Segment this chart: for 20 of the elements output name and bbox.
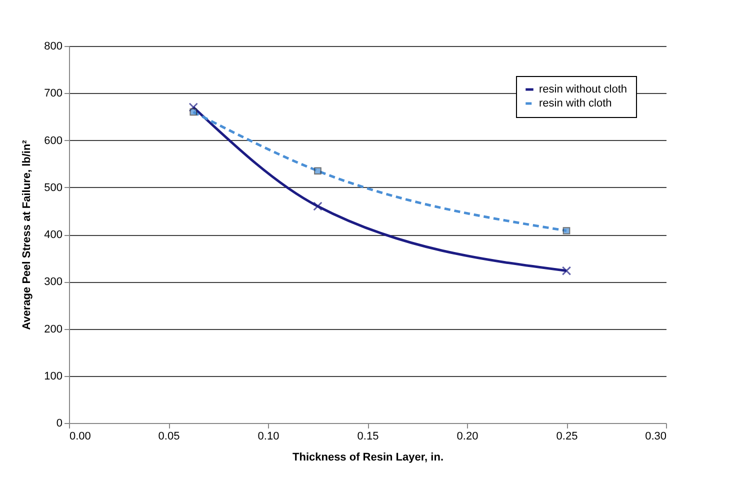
x-tick-label: 0.25 — [556, 430, 578, 442]
y-tick-label: 500 — [44, 182, 62, 194]
x-axis-title: Thickness of Resin Layer, in. — [292, 452, 444, 464]
x-tick-label: 0.30 — [645, 430, 666, 442]
y-tick-label: 200 — [44, 323, 62, 336]
y-tick-label: 700 — [44, 88, 62, 100]
x-tick-label: 0.10 — [258, 430, 280, 442]
y-tick-label: 100 — [44, 370, 62, 382]
y-tick-label: 400 — [44, 229, 62, 241]
y-tick-label: 300 — [44, 276, 62, 288]
y-tick-label: 0 — [56, 418, 62, 430]
y-tick-label: 600 — [44, 134, 62, 147]
y-axis-title: Average Peel Stress at Failure, lb/in² — [21, 140, 34, 330]
x-tick-label: 0.05 — [158, 430, 180, 442]
x-tick-label: 0.15 — [357, 430, 379, 442]
x-tick-label: 0.20 — [456, 430, 478, 442]
legend-label: resin without cloth — [539, 84, 628, 96]
legend-label: resin with cloth — [539, 98, 612, 110]
x-tick-label: 0.00 — [70, 430, 91, 442]
y-tick-label: 800 — [44, 40, 62, 52]
